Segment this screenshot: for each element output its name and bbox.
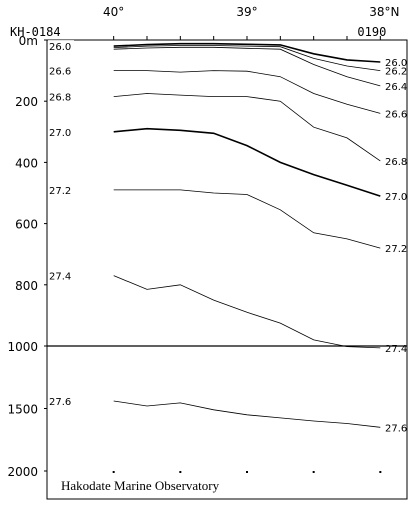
sample-dot	[179, 471, 182, 473]
y-tick-label: 800	[15, 279, 38, 293]
label-backdrop	[48, 125, 74, 138]
sample-dot	[112, 471, 115, 473]
label-backdrop	[48, 395, 74, 407]
isopycnal-27.4	[113, 275, 381, 349]
y-tick-label: 1500	[7, 403, 38, 417]
isopycnal-27.6	[113, 400, 381, 428]
isopycnal-label-left: 27.0	[49, 128, 71, 139]
x-tick-label: 38°N	[369, 5, 399, 19]
plot-frame	[46, 39, 408, 500]
sample-dot	[246, 471, 248, 473]
isopycnal-label-left: 26.0	[49, 42, 71, 53]
x-tick-label: 40°	[103, 5, 124, 19]
y-tick-label: 600	[15, 218, 38, 232]
y-tick-label: 2000	[7, 465, 38, 479]
isopycnal-label-right: 27.0	[385, 192, 407, 203]
isopycnal-26.6	[113, 70, 381, 114]
station-start-label: KH-0184	[10, 25, 61, 39]
isopycnal-label-left: 27.6	[49, 397, 71, 408]
isopycnal-label-left: 26.6	[49, 67, 71, 78]
isopycnal-label-right: 27.2	[385, 244, 407, 255]
sample-dot	[312, 471, 315, 473]
plot-border	[46, 39, 408, 500]
isopycnal-26.8	[113, 93, 381, 162]
isopycnal-26.2	[113, 45, 381, 71]
sample-markers	[112, 471, 382, 473]
isopycnal-label-left: 26.8	[49, 93, 71, 104]
isopycnal-26.4	[113, 46, 381, 87]
latitude-axis: 40° 39° 38°N	[103, 5, 399, 40]
y-tick-label: 200	[15, 95, 38, 109]
label-backdrop	[48, 183, 74, 196]
credit-label: Hakodate Marine Observatory	[61, 478, 220, 493]
isopycnal-label-right: 26.8	[385, 157, 407, 168]
isopycnal-label-right: 26.4	[385, 82, 407, 93]
isopycnal-label-right: 26.0	[385, 58, 407, 69]
y-tick-label: 1000	[7, 340, 38, 354]
isopycnal-27.0	[113, 127, 381, 197]
isopycnal-label-right: 27.6	[385, 423, 407, 434]
isopycnal-27.2	[113, 189, 381, 249]
y-tick-label: 0m	[19, 34, 38, 48]
isopycnal-label-left: 27.2	[49, 186, 71, 197]
isopycnal-labels: 26.026.026.226.426.626.626.826.827.027.0…	[48, 40, 407, 434]
isopycnal-label-left: 27.4	[49, 272, 71, 283]
label-backdrop	[48, 64, 74, 77]
isopycnal-lines	[113, 42, 381, 428]
isopycnal-label-right: 26.2	[385, 67, 407, 78]
label-backdrop	[48, 269, 74, 282]
isopycnal-label-right: 27.4	[385, 344, 407, 355]
sample-dot	[379, 471, 382, 473]
y-tick-label: 400	[15, 156, 38, 170]
label-backdrop	[48, 40, 74, 53]
x-tick-label: 39°	[236, 5, 257, 19]
isopycnal-label-right: 26.6	[385, 109, 407, 120]
station-end-label: 0190	[357, 25, 386, 39]
label-backdrop	[48, 90, 74, 103]
depth-axis: 0m 200 400 600 800 1000 1500 2000	[7, 34, 47, 479]
isopycnal-26.0	[113, 42, 381, 63]
